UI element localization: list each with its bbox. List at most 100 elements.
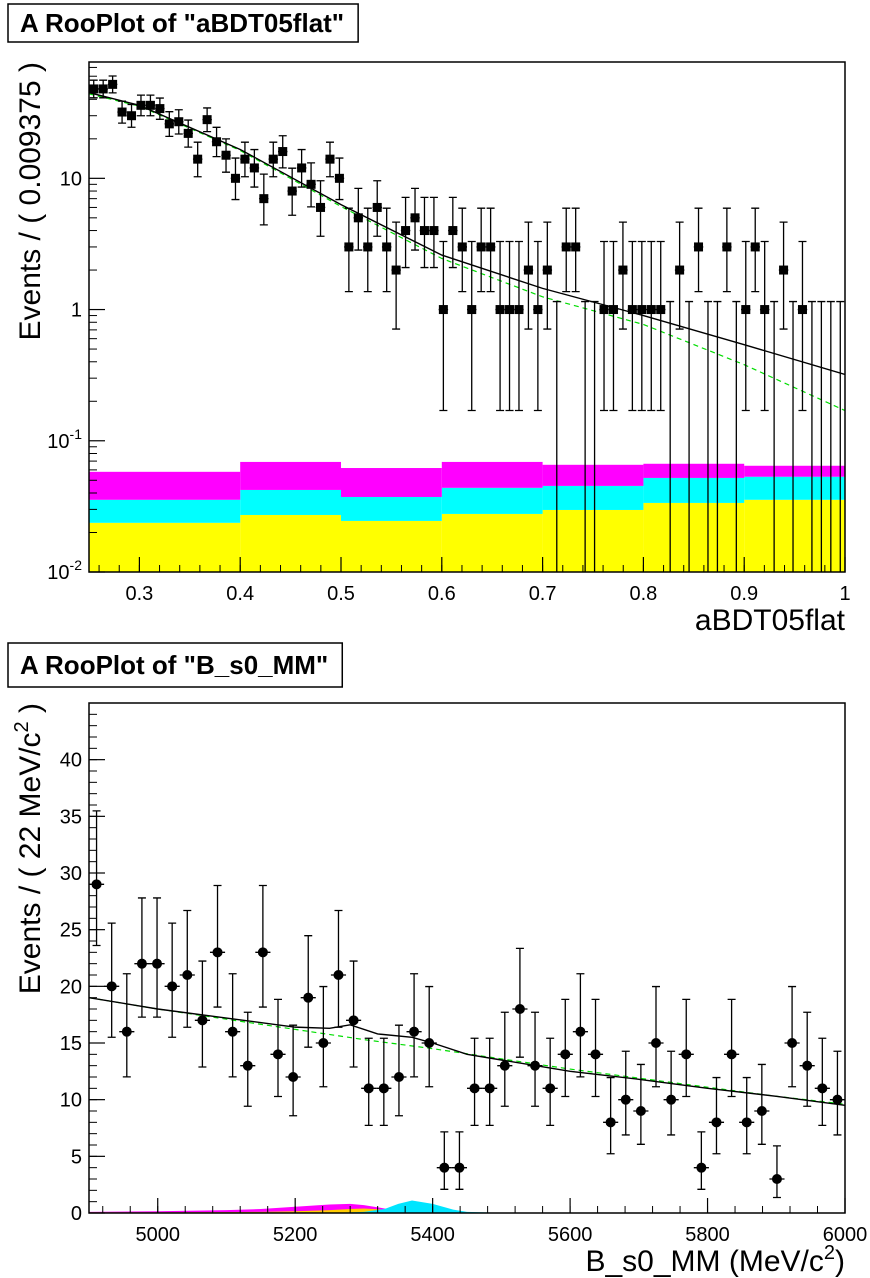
data-point <box>409 1026 420 1037</box>
data-point <box>202 115 212 125</box>
data-point <box>711 1117 722 1128</box>
data-point <box>787 1038 798 1048</box>
data-point <box>325 154 335 164</box>
data-point <box>533 305 543 315</box>
data-point <box>382 242 392 252</box>
data-point <box>127 111 137 121</box>
error-bar <box>713 300 722 572</box>
error-bar <box>346 960 362 1068</box>
error-bar <box>300 935 316 1048</box>
error-bar <box>149 897 165 1018</box>
data-point <box>467 305 477 315</box>
stack-segment <box>441 487 543 514</box>
error-bar <box>708 1076 725 1155</box>
data-point <box>726 1049 737 1060</box>
error-bar <box>732 300 741 572</box>
data-point <box>635 1106 646 1116</box>
data-point <box>197 1015 208 1026</box>
error-bar <box>523 221 534 330</box>
error-bar <box>119 973 135 1078</box>
error-bar <box>674 221 685 330</box>
error-bar <box>391 221 401 330</box>
stack-segment <box>341 520 442 572</box>
error-bar <box>784 985 800 1088</box>
data-point <box>182 970 193 980</box>
stack-segment <box>89 499 241 523</box>
data-point <box>297 163 307 173</box>
stack-segment <box>441 513 543 572</box>
data-point <box>193 154 203 164</box>
fit-curve <box>89 91 845 376</box>
data-point <box>401 226 411 236</box>
y-tick-label: 15 <box>60 1033 82 1055</box>
data-point <box>273 1049 283 1060</box>
stack-segment <box>441 461 543 488</box>
data-point <box>618 265 628 275</box>
y-tick-exponent: -2 <box>70 557 83 573</box>
data-point <box>212 137 222 147</box>
error-bar <box>789 300 798 572</box>
y-axis-label: Events / ( 0.009375 ) <box>14 62 47 341</box>
data-point <box>363 242 373 252</box>
data-point <box>424 1038 435 1048</box>
data-point <box>249 163 259 173</box>
x-tick-label: 5000 <box>135 1224 180 1246</box>
data-point <box>832 1094 843 1105</box>
y-tick-exponent: -1 <box>70 426 83 442</box>
error-bar <box>799 1011 815 1107</box>
fit-curve <box>89 93 845 412</box>
error-bar <box>724 998 740 1098</box>
error-bar <box>451 1131 467 1190</box>
stack-segment <box>89 522 241 572</box>
fit-curve <box>89 996 845 1107</box>
data-point <box>779 265 789 275</box>
plot-area <box>89 75 845 572</box>
data-point <box>174 117 184 127</box>
data-point <box>318 1038 329 1048</box>
data-point <box>145 100 155 110</box>
error-bar <box>618 1050 634 1136</box>
error-bar <box>504 240 515 412</box>
data-point <box>681 1049 692 1060</box>
error-bar <box>663 1050 679 1136</box>
error-bar <box>754 1063 770 1145</box>
data-point <box>514 305 524 315</box>
y-tick-label: 10 <box>60 1090 82 1112</box>
stack-segment <box>643 463 745 478</box>
data-point <box>221 150 231 160</box>
data-point <box>240 154 250 164</box>
data-point <box>696 1162 707 1173</box>
error-bar <box>678 998 694 1098</box>
data-point <box>288 1072 299 1082</box>
error-bar <box>361 1037 377 1127</box>
stack-segment <box>643 477 745 503</box>
x-axis-label-text: B_s0_MM (MeV/c <box>585 1245 823 1278</box>
data-point <box>230 173 240 183</box>
data-point <box>257 947 268 958</box>
error-bar <box>590 300 599 572</box>
data-point <box>363 1083 374 1094</box>
data-point <box>448 226 458 236</box>
error-bar <box>391 1024 407 1117</box>
title-box <box>7 3 359 43</box>
stack-segment <box>744 499 845 572</box>
error-bar <box>225 973 241 1078</box>
data-point <box>242 1060 253 1071</box>
error-bar <box>552 300 561 572</box>
data-point <box>646 305 656 315</box>
error-bar <box>633 1063 649 1145</box>
stack-segment <box>240 461 341 490</box>
data-point <box>410 213 420 223</box>
data-point <box>393 1072 404 1082</box>
data-point <box>608 305 618 315</box>
data-point <box>499 1060 510 1071</box>
plot-area <box>89 810 845 1213</box>
x-axis-label: aBDT05flat <box>695 604 846 637</box>
y-tick-label: 10 <box>47 562 69 584</box>
data-point <box>438 305 448 315</box>
y-axis-label-end: ) <box>14 703 47 721</box>
error-bar <box>315 985 331 1088</box>
y-axis-label: Events / ( 22 MeV/c2 ) <box>11 703 47 994</box>
x-tick-label: 0.7 <box>529 583 557 605</box>
